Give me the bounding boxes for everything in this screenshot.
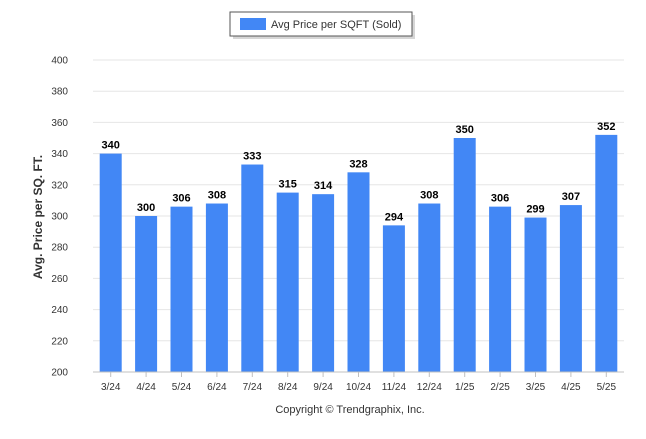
x-tick-label: 4/25 — [561, 382, 581, 393]
data-label: 299 — [526, 204, 544, 216]
data-label: 300 — [137, 202, 155, 214]
bar-9-24[interactable] — [312, 194, 335, 372]
y-tick-label: 340 — [51, 149, 68, 160]
bar-10-24[interactable] — [347, 172, 370, 372]
y-axis-ticks: 200 220 240 260 280 300 320 340 360 380 400 — [51, 56, 68, 379]
x-tick-label: 12/24 — [417, 382, 442, 393]
bar-11-24[interactable] — [382, 225, 405, 372]
x-tick-label: 1/25 — [455, 382, 475, 393]
legend-swatch — [240, 18, 266, 30]
data-label: 307 — [562, 191, 580, 203]
bar-5-25[interactable] — [595, 134, 618, 372]
data-label: 308 — [420, 190, 438, 202]
bar-6-24[interactable] — [205, 203, 228, 372]
bar-3-24[interactable] — [99, 153, 122, 372]
y-tick-label: 400 — [51, 56, 68, 67]
bar-7-24[interactable] — [241, 164, 264, 372]
data-label: 306 — [491, 193, 509, 205]
y-tick-label: 300 — [51, 212, 68, 223]
bar-4-25[interactable] — [559, 205, 582, 372]
data-label: 352 — [597, 121, 615, 133]
bars — [99, 134, 618, 372]
y-tick-label: 280 — [51, 243, 68, 254]
x-tick-label: 11/24 — [382, 382, 407, 393]
x-tick-label: 7/24 — [243, 382, 263, 393]
data-label: 315 — [279, 179, 297, 191]
x-tick-label: 6/24 — [207, 382, 227, 393]
data-label: 314 — [314, 180, 333, 192]
x-tick-label: 4/24 — [136, 382, 156, 393]
y-tick-label: 360 — [51, 118, 68, 129]
data-label: 333 — [243, 151, 261, 163]
legend-label: Avg Price per SQFT (Sold) — [271, 19, 401, 31]
y-tick-label: 200 — [51, 368, 68, 379]
bar-8-24[interactable] — [276, 192, 299, 372]
bar-12-24[interactable] — [418, 203, 441, 372]
data-label: 308 — [208, 190, 226, 202]
x-tick-label: 3/24 — [101, 382, 121, 393]
y-axis-title: Avg. Price per SQ. FT. — [31, 155, 45, 279]
bar-4-24[interactable] — [135, 216, 158, 372]
x-tick-label: 5/24 — [172, 382, 192, 393]
data-label: 328 — [349, 158, 367, 170]
y-tick-label: 220 — [51, 336, 68, 347]
bar-5-24[interactable] — [170, 206, 193, 372]
x-tick-label: 8/24 — [278, 382, 298, 393]
bar-1-25[interactable] — [453, 138, 476, 372]
x-tick-label: 3/25 — [526, 382, 546, 393]
y-tick-label: 260 — [51, 274, 68, 285]
y-tick-label: 320 — [51, 180, 68, 191]
data-label: 340 — [102, 140, 120, 152]
x-tick-label: 10/24 — [346, 382, 371, 393]
bar-3-25[interactable] — [524, 217, 547, 372]
x-axis-ticks: 3/24 4/24 5/24 6/24 7/24 8/24 9/24 10/24 11/24 12… — [101, 372, 617, 393]
data-labels: 340 300 306 308 333 315 314 328 294 308 350 306 299 3… — [102, 121, 616, 223]
y-tick-label: 380 — [51, 87, 68, 98]
data-label: 350 — [456, 124, 474, 136]
x-tick-label: 2/25 — [490, 382, 510, 393]
bar-2-25[interactable] — [489, 206, 512, 372]
x-tick-label: 9/24 — [313, 382, 333, 393]
x-tick-label: 5/25 — [597, 382, 617, 393]
data-label: 306 — [172, 193, 190, 205]
data-label: 294 — [385, 211, 404, 223]
legend[interactable]: Avg Price per SQFT (Sold) — [229, 11, 415, 39]
y-tick-label: 240 — [51, 305, 68, 316]
copyright-footer: Copyright © Trendgraphix, Inc. — [275, 404, 424, 416]
